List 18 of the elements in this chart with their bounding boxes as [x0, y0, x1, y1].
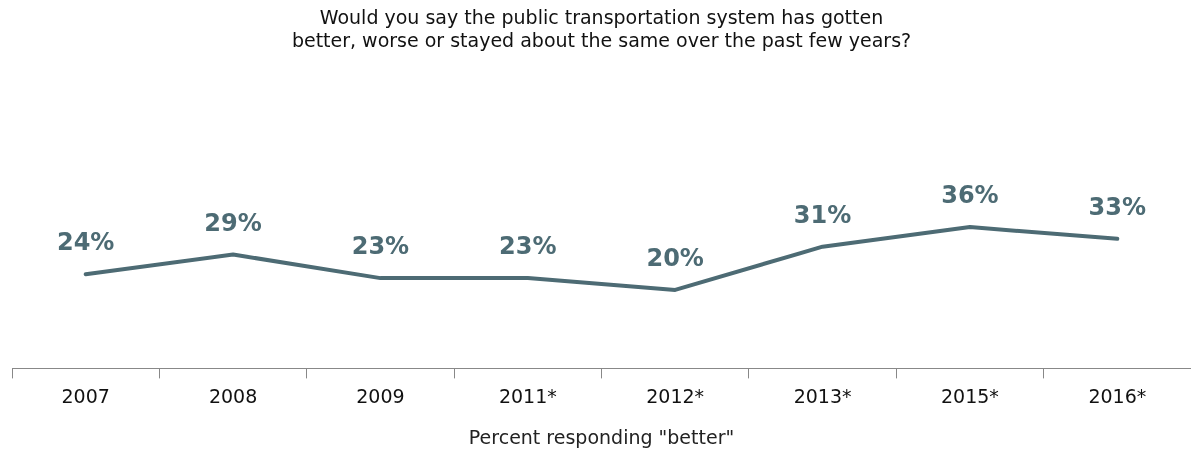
x-tick-label: 2008 — [208, 384, 258, 407]
data-label: 33% — [1088, 192, 1147, 221]
x-tick-label: 2015* — [941, 384, 999, 407]
x-tick-label: 2013* — [793, 384, 852, 407]
data-label: 29% — [204, 208, 262, 237]
x-tick-label: 2009 — [356, 384, 405, 407]
data-label: 36% — [941, 181, 999, 210]
data-label: 20% — [646, 243, 704, 272]
data-label: 23% — [499, 232, 557, 261]
x-tick-label: 2011* — [498, 384, 557, 407]
data-label: 24% — [56, 228, 115, 257]
data-label: 23% — [351, 232, 410, 261]
x-axis-title: Percent responding "better" — [468, 425, 735, 448]
x-tick-label: 2007 — [61, 384, 110, 407]
chart-title: Would you say the public transportation system has gotten better, worse or stayed about the same over the past few years? — [291, 6, 912, 52]
x-tick-label: 2016* — [1088, 384, 1147, 407]
x-tick-label: 2012* — [646, 384, 705, 407]
data-label: 31% — [793, 200, 852, 229]
